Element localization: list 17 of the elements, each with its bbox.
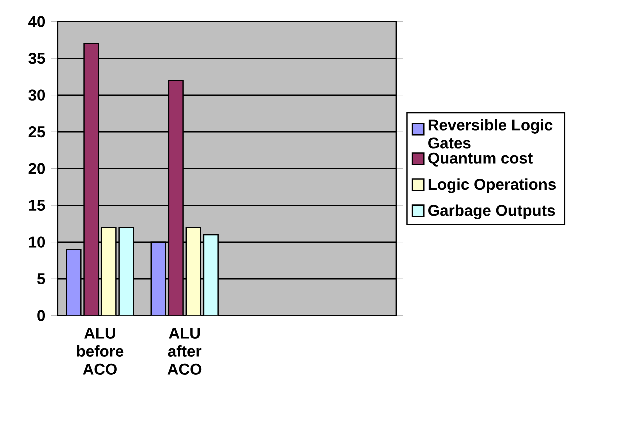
x-tick-label: ALU after ACO [168,328,202,375]
bar [84,43,100,316]
bar [168,80,184,316]
y-tick-label: 20 [28,163,46,174]
legend-label: Garbage Outputs [428,204,556,220]
y-tick-label: 10 [29,236,46,248]
y-tick-label: 30 [28,90,46,101]
y-tick-label: 35 [28,53,46,64]
y-tick-label: 5 [37,274,46,285]
y-tick-label: 40 [28,16,46,28]
y-tick-label: 0 [38,310,46,322]
y-tick-label: 25 [28,126,46,138]
x-tick-label: ALU before ACO [77,328,124,375]
legend-label: Quantum cost [428,152,533,167]
legend-label: Reversible Logic Gates [428,119,553,149]
legend-label: Logic Operations [428,178,556,194]
y-tick-label: 15 [29,200,46,212]
